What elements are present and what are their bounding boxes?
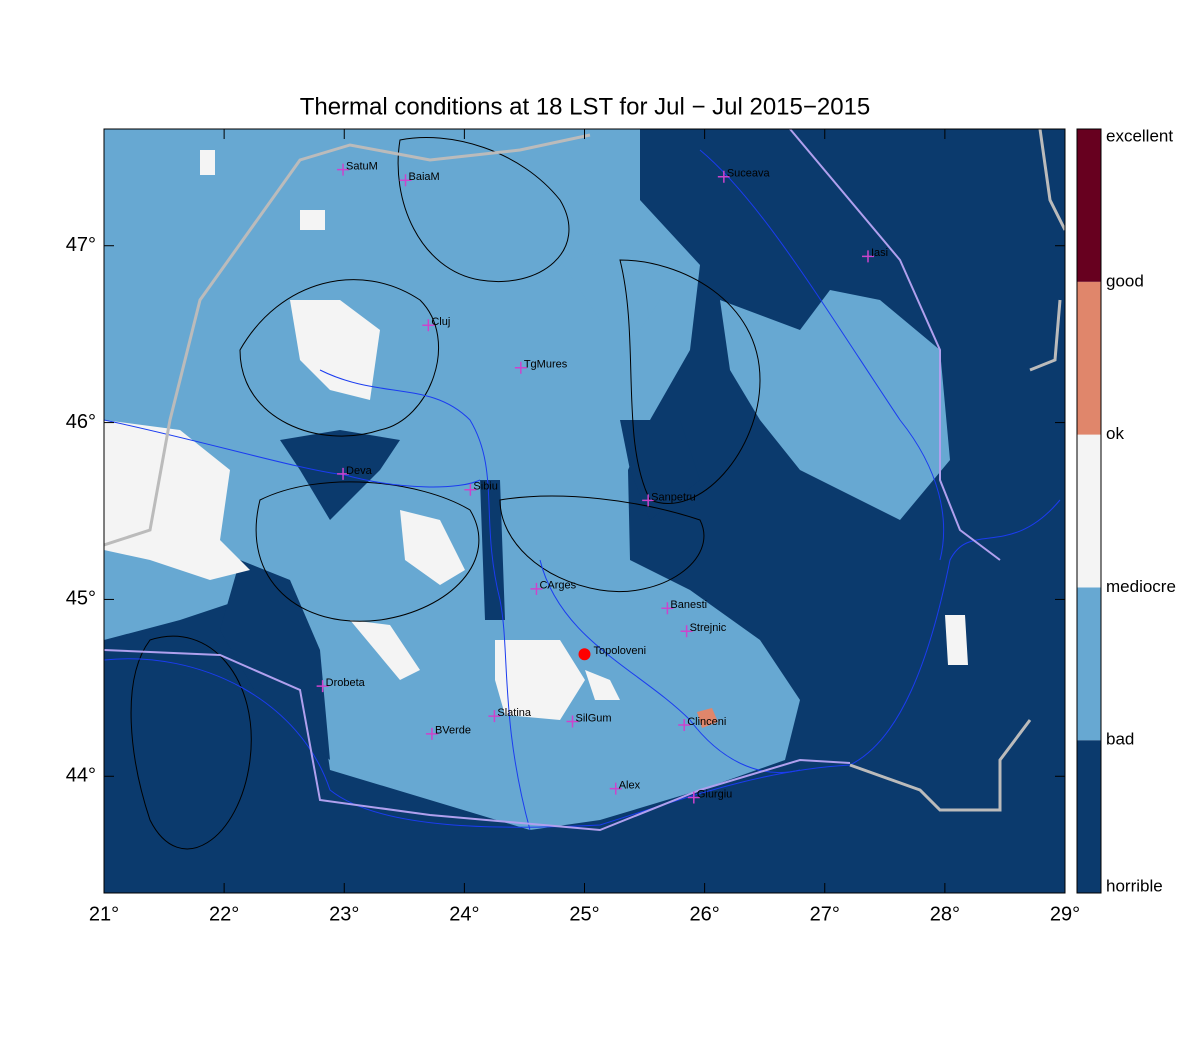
x-tick-label: 27° [810,903,840,925]
axes: 21° 22° 23° 24° 25° 26° 27° 28° 29° 44° 45° 46° 47° [66,129,1080,925]
colorbar-label: ok [1106,424,1124,443]
city-marker [642,494,655,507]
city-label: CArges [539,580,576,592]
city-marker [514,361,527,374]
x-tick-label: 26° [690,903,720,925]
colorbar-label: bad [1106,730,1134,749]
city-marker [717,170,730,183]
city-label: Banesti [670,599,707,611]
x-tick-label: 25° [569,903,599,925]
y-tick-label: 47° [66,234,96,256]
y-tick-label: 44° [66,765,96,787]
cities: SatuM BaiaM Suceava Iasi Cluj TgMures Deva Sibi… [316,161,888,804]
colorbar-label: mediocre [1106,577,1176,596]
x-tick-label: 22° [209,903,239,925]
city-marker [661,602,674,615]
city-label: TgMures [524,359,568,371]
colorbar-band [1077,740,1101,893]
city-label: Strejnic [690,622,727,634]
colorbar-band [1077,281,1101,435]
city-marker [399,174,412,187]
border-inner [104,129,1001,832]
city-label: Alex [619,780,641,792]
city-label: Drobeta [326,677,366,689]
y-tick-label: 46° [66,411,96,433]
x-tick-label: 28° [930,903,960,925]
city-label: Sanpetru [651,491,696,503]
city-marker [566,715,579,728]
colorbar-label: excellent [1106,126,1173,145]
city-label: Slatina [497,707,532,719]
colorbar-frame [1076,128,1102,894]
border [104,129,1065,812]
city-marker [678,718,691,731]
city-marker [609,782,622,795]
city-label: SatuM [346,161,378,173]
field-horrible-strip [220,420,700,760]
x-tick-label: 29° [1050,903,1080,925]
city-marker [337,467,350,480]
colorbar-band [1077,434,1101,588]
city-marker [337,163,350,176]
y-tick-label: 45° [66,588,96,610]
city-marker [530,582,543,595]
rivers [104,149,1061,831]
site-label: Topoloveni [594,645,647,657]
city-marker [861,250,874,263]
field-bad-east [720,290,950,520]
city-label: Suceava [727,168,771,180]
contours [130,137,761,850]
field-bad-north [560,250,660,330]
colorbar-label: horrible [1106,876,1163,895]
city-label: SilGum [575,712,611,724]
city-label: BaiaM [409,171,440,183]
x-tick-label: 21° [89,903,119,925]
colorbar: horrible bad mediocre ok good excellent [1077,126,1176,895]
city-label: Giurgiu [697,788,732,800]
city-marker [464,483,477,496]
colorbar-band [1077,587,1101,741]
field-ok [697,708,718,728]
city-marker [680,625,693,638]
city-label: Deva [346,465,373,477]
map-field [104,129,1065,893]
city-label: Sibiu [473,481,497,493]
colorbar-band [1077,129,1101,282]
x-tick-label: 24° [449,903,479,925]
city-marker [422,319,435,332]
city-label: Iasi [871,247,888,259]
colorbar-label: good [1106,271,1144,290]
x-tick-label: 23° [329,903,359,925]
city-label: Clinceni [687,716,726,728]
city-label: BVerde [435,725,471,737]
city-marker [425,727,438,740]
title: Thermal conditions at 18 LST for Jul − J… [300,93,871,120]
city-marker [687,791,700,804]
city-marker [316,680,329,693]
city-marker [488,710,501,723]
site-marker [578,648,591,661]
city-label: Cluj [431,316,450,328]
